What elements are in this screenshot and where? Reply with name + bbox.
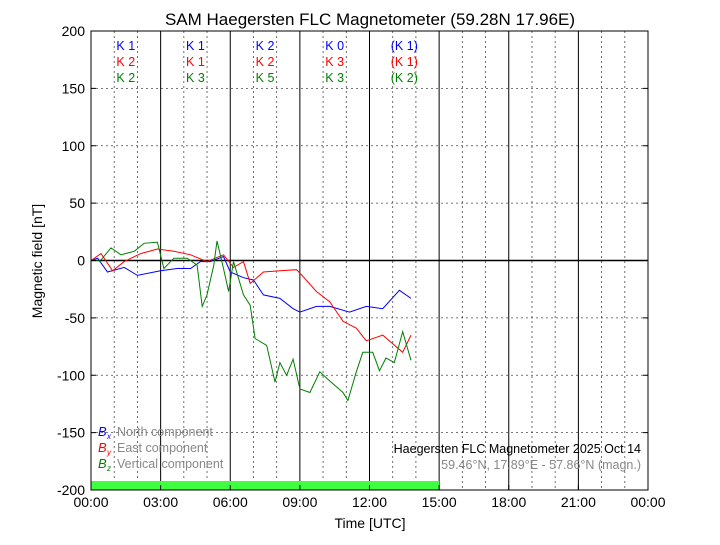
y-tick-label: -100	[57, 367, 85, 383]
legend-subscript: x	[106, 432, 112, 441]
y-tick-label: -50	[65, 310, 85, 326]
k-index-label: K 3	[325, 71, 344, 85]
x-tick-label: 15:00	[422, 494, 457, 510]
k-index-label: K 1	[116, 39, 135, 53]
x-tick-label: 09:00	[282, 494, 317, 510]
k-index-label: K 3	[186, 71, 205, 85]
data-coverage-bar	[91, 481, 440, 490]
k-index-label: (K 2)	[391, 71, 418, 85]
x-tick-label: 03:00	[143, 494, 178, 510]
legend-label: Vertical component	[117, 457, 224, 471]
x-tick-label: 18:00	[491, 494, 526, 510]
legend-subscript: z	[106, 464, 111, 473]
legend-symbol: B	[98, 456, 107, 471]
y-tick-label: 150	[62, 80, 86, 96]
k-index-label: K 5	[256, 71, 275, 85]
chart-title: SAM Haegersten FLC Magnetometer (59.28N …	[165, 10, 575, 29]
legend-symbol: B	[98, 424, 107, 439]
y-tick-label: 100	[62, 138, 86, 154]
x-tick-label: 06:00	[213, 494, 248, 510]
legend-label: East component	[117, 441, 208, 455]
series-group	[90, 240, 412, 402]
y-tick-label: 50	[69, 195, 85, 211]
coords-annotation: 59.46°N, 17.89°E - 57.86°N (magn.)	[441, 458, 641, 472]
plot-frame	[90, 30, 649, 491]
grid	[91, 31, 648, 490]
series-line-x	[90, 255, 412, 313]
x-tick-label: 00:00	[630, 494, 665, 510]
k-index-label: K 1	[186, 39, 205, 53]
k-index-label: K 2	[116, 55, 135, 69]
series-line-y	[90, 248, 412, 354]
k-index-label: K 2	[116, 71, 135, 85]
k-index-label: (K 1)	[391, 39, 418, 53]
legend-subscript: y	[106, 448, 112, 457]
x-tick-label: 00:00	[73, 494, 108, 510]
k-index-group: K 1 K 1 K 2 K 0 (K 1) K 2 K 1 K 2 K 3 (K 1) K 2 K 3…	[116, 39, 417, 85]
station-annotation: Haegersten FLC Magnetometer 2025 Oct 14	[394, 442, 641, 456]
k-index-label: (K 1)	[391, 55, 418, 69]
legend-label: North component	[117, 425, 213, 439]
series-line-z	[90, 240, 412, 402]
legend-symbol: B	[98, 440, 107, 455]
k-index-label: K 1	[186, 55, 205, 69]
y-tick-label: -150	[57, 425, 85, 441]
y-tick-label: -200	[57, 482, 85, 498]
y-axis-label: Magnetic field [nT]	[29, 204, 45, 318]
y-tick-label: 0	[77, 253, 85, 269]
x-axis-label: Time [UTC]	[334, 515, 405, 531]
y-tick-label: 200	[62, 23, 86, 39]
k-index-label: K 0	[325, 39, 344, 53]
x-tick-label: 21:00	[561, 494, 596, 510]
k-index-label: K 2	[256, 55, 275, 69]
coverage-bar-group	[91, 481, 440, 490]
k-index-label: K 2	[256, 39, 275, 53]
x-tick-label: 12:00	[352, 494, 387, 510]
k-index-label: K 3	[325, 55, 344, 69]
